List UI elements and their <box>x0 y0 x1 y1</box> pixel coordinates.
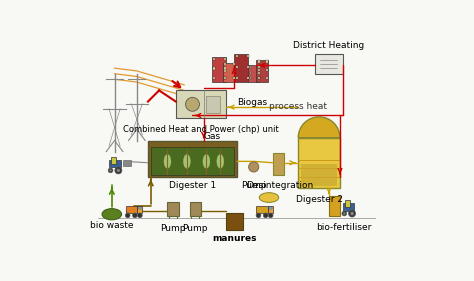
FancyBboxPatch shape <box>123 160 131 166</box>
Text: Desintegration: Desintegration <box>246 181 314 190</box>
Circle shape <box>249 162 259 172</box>
FancyBboxPatch shape <box>167 202 179 216</box>
Circle shape <box>256 213 261 218</box>
Circle shape <box>264 213 268 218</box>
Bar <box>225 77 227 79</box>
Circle shape <box>343 212 346 215</box>
FancyBboxPatch shape <box>256 60 268 82</box>
Bar <box>236 66 237 68</box>
Text: Pump: Pump <box>160 224 186 233</box>
Bar <box>258 77 260 79</box>
Bar <box>266 60 268 63</box>
FancyBboxPatch shape <box>212 57 226 82</box>
Bar <box>225 70 227 72</box>
Circle shape <box>350 212 354 215</box>
Bar <box>213 58 215 60</box>
Bar <box>247 66 249 68</box>
Bar <box>249 77 252 79</box>
FancyBboxPatch shape <box>301 164 337 186</box>
Bar <box>225 63 227 65</box>
Bar <box>213 67 215 70</box>
FancyBboxPatch shape <box>248 65 259 82</box>
FancyBboxPatch shape <box>343 203 355 211</box>
FancyBboxPatch shape <box>109 160 121 167</box>
Bar <box>247 77 249 79</box>
FancyBboxPatch shape <box>226 213 243 230</box>
Circle shape <box>133 213 137 218</box>
FancyBboxPatch shape <box>268 206 273 213</box>
Bar <box>225 67 227 70</box>
FancyBboxPatch shape <box>269 207 272 209</box>
Text: manures: manures <box>212 234 256 243</box>
Bar <box>233 70 235 72</box>
Text: District Heating: District Heating <box>293 41 365 50</box>
Bar <box>258 77 260 79</box>
Circle shape <box>137 213 142 218</box>
Circle shape <box>115 167 122 174</box>
Text: Combined Heat and Power (chp) unit: Combined Heat and Power (chp) unit <box>123 125 279 134</box>
Bar <box>266 77 268 79</box>
FancyBboxPatch shape <box>148 140 237 177</box>
Bar <box>258 66 260 68</box>
FancyBboxPatch shape <box>315 54 343 74</box>
FancyBboxPatch shape <box>138 207 141 209</box>
Bar <box>249 66 252 68</box>
Bar <box>258 60 260 63</box>
Text: Gas: Gas <box>203 132 220 140</box>
Ellipse shape <box>217 155 224 168</box>
FancyBboxPatch shape <box>329 196 340 216</box>
Bar <box>213 77 215 79</box>
Text: Digester 2: Digester 2 <box>296 195 343 204</box>
FancyBboxPatch shape <box>234 54 248 82</box>
FancyBboxPatch shape <box>223 63 234 82</box>
Ellipse shape <box>259 193 279 202</box>
Bar <box>233 77 235 79</box>
Text: Pump: Pump <box>241 181 266 190</box>
Bar <box>236 77 237 79</box>
Bar <box>236 55 237 57</box>
FancyBboxPatch shape <box>206 96 220 113</box>
FancyBboxPatch shape <box>151 148 234 175</box>
Circle shape <box>109 169 112 172</box>
Ellipse shape <box>183 155 191 168</box>
Ellipse shape <box>203 155 210 168</box>
Circle shape <box>268 213 273 218</box>
FancyBboxPatch shape <box>345 200 349 207</box>
Bar <box>233 63 235 65</box>
FancyBboxPatch shape <box>176 90 226 118</box>
Text: process heat: process heat <box>269 102 327 111</box>
Circle shape <box>348 210 356 217</box>
Text: bio-fertiliser: bio-fertiliser <box>317 223 372 232</box>
FancyBboxPatch shape <box>190 202 201 216</box>
FancyBboxPatch shape <box>126 206 137 213</box>
Circle shape <box>117 169 120 172</box>
Circle shape <box>108 168 113 173</box>
Bar <box>247 55 249 57</box>
Bar <box>225 77 227 79</box>
FancyBboxPatch shape <box>298 138 340 188</box>
FancyBboxPatch shape <box>256 206 268 213</box>
Bar <box>258 69 260 71</box>
Text: Digester 1: Digester 1 <box>169 181 216 190</box>
Ellipse shape <box>102 209 121 220</box>
Text: Biogas: Biogas <box>237 98 267 107</box>
Text: bio waste: bio waste <box>90 221 134 230</box>
FancyBboxPatch shape <box>137 206 142 213</box>
Circle shape <box>126 213 130 218</box>
Bar <box>266 69 268 71</box>
Circle shape <box>185 98 200 111</box>
Ellipse shape <box>164 155 171 168</box>
Bar <box>258 71 260 74</box>
FancyBboxPatch shape <box>273 153 284 175</box>
Circle shape <box>342 211 346 216</box>
Wedge shape <box>298 117 340 138</box>
Bar <box>249 71 252 74</box>
Text: Pump: Pump <box>182 224 208 233</box>
FancyBboxPatch shape <box>111 157 116 164</box>
Bar <box>225 58 227 60</box>
